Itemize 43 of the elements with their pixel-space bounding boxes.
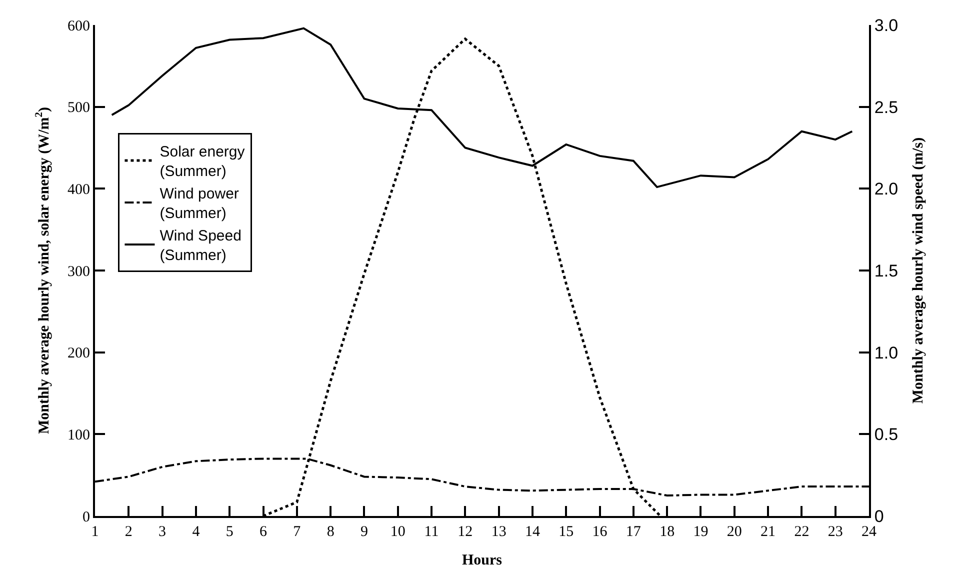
y-tick-label: 200 bbox=[68, 346, 90, 362]
y-tick-label: 100 bbox=[68, 427, 90, 444]
x-tick-label: 8 bbox=[326, 524, 334, 540]
x-tick-label: 2 bbox=[124, 524, 132, 540]
x-tick-label: 11 bbox=[424, 524, 439, 540]
x-tick-label: 20 bbox=[726, 524, 742, 540]
y2-axis-title: Monthly average hourly wind speed (m/s) bbox=[910, 137, 927, 404]
x-tick-label: 18 bbox=[660, 524, 675, 540]
y2-tick-label: 0.5 bbox=[874, 425, 898, 444]
x-tick-label: 12 bbox=[458, 524, 473, 540]
x-tick-label: 22 bbox=[794, 524, 810, 540]
x-tick-label: 1 bbox=[91, 524, 99, 540]
x-tick-label: 7 bbox=[293, 524, 302, 540]
x-tick-label: 16 bbox=[592, 524, 608, 540]
x-tick-label: 24 bbox=[862, 524, 877, 540]
legend-label: Solar energy (Summer) bbox=[160, 144, 246, 180]
y2-tick-label: 1.5 bbox=[874, 261, 898, 280]
y-tick-label: 300 bbox=[68, 264, 90, 280]
legend-label: Wind power (Summer) bbox=[160, 186, 239, 222]
x-tick-label: 21 bbox=[760, 524, 776, 540]
y-tick-label: 0 bbox=[82, 509, 90, 526]
x-tick-label: 19 bbox=[693, 524, 708, 540]
x-tick-label: 23 bbox=[828, 524, 843, 540]
y2-tick-label: 2.0 bbox=[874, 180, 898, 199]
y-tick-label: 600 bbox=[68, 18, 90, 34]
y2-tick-label: 2.5 bbox=[874, 98, 898, 117]
x-tick-label: 4 bbox=[192, 524, 200, 540]
y2-tick-label: 3.0 bbox=[874, 16, 898, 35]
x-tick-label: 10 bbox=[390, 524, 406, 540]
x-tick-label: 13 bbox=[491, 524, 506, 540]
x-tick-label: 3 bbox=[158, 524, 166, 540]
legend-label: Wind Speed (Summer) bbox=[160, 228, 242, 264]
x-tick-label: 5 bbox=[226, 524, 234, 540]
y2-tick-label: 0 bbox=[874, 506, 884, 526]
x-axis-title: Hours bbox=[462, 552, 502, 568]
x-tick-label: 14 bbox=[524, 524, 540, 540]
x-tick-label: 17 bbox=[626, 524, 642, 540]
x-tick-label: 15 bbox=[558, 524, 574, 540]
x-tick-label: 6 bbox=[260, 524, 268, 540]
x-tick-label: 9 bbox=[360, 524, 368, 540]
y-tick-label: 500 bbox=[68, 100, 90, 116]
y-tick-label: 400 bbox=[68, 182, 90, 198]
y2-tick-label: 1.0 bbox=[874, 343, 898, 362]
